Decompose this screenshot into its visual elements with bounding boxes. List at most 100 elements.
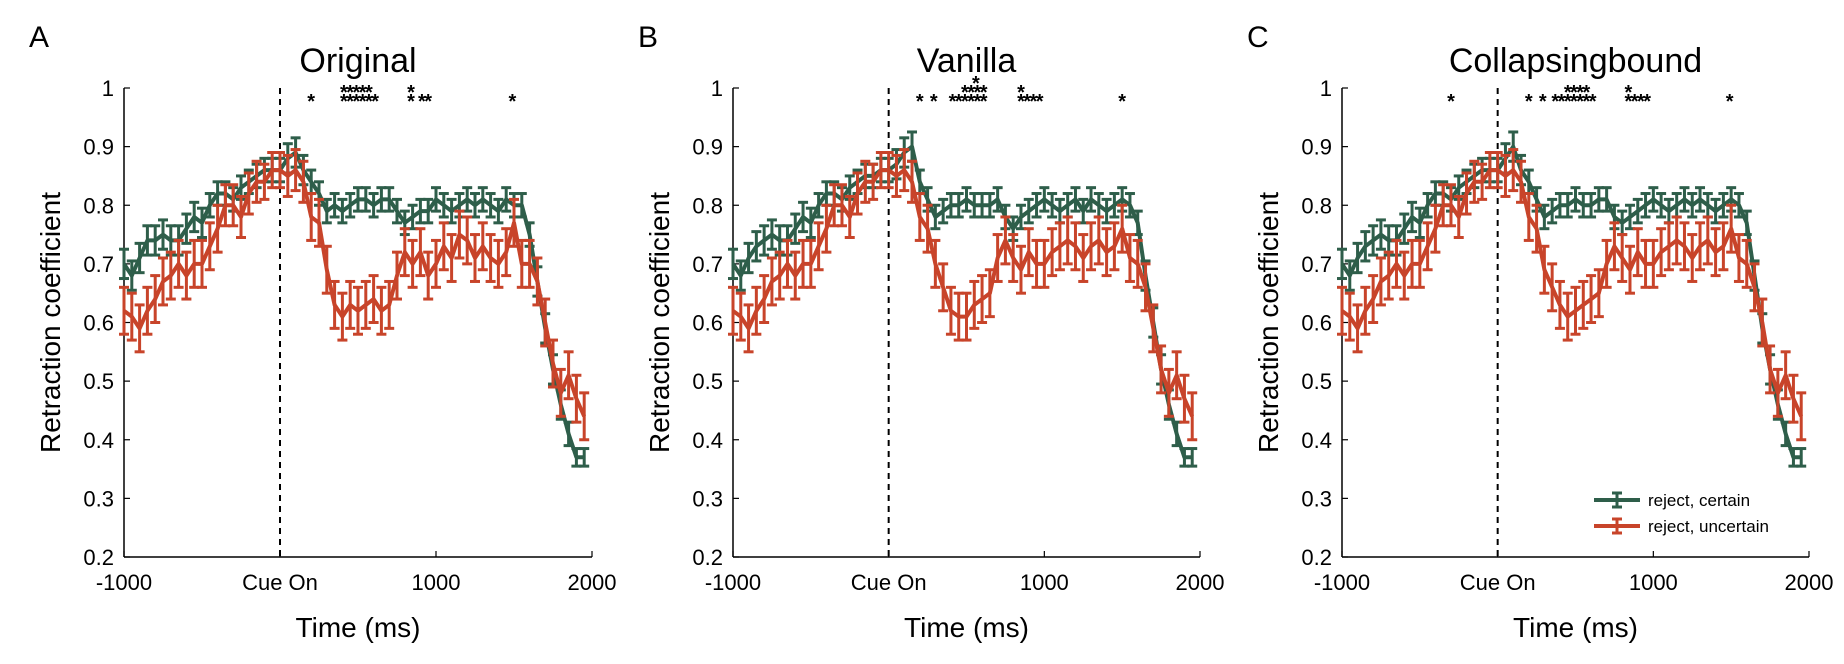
panel-a: A Original 0.2 0.3 0.4 0.5 0.6 0.7 0.8 0.9 1 -1000 C… xyxy=(29,21,616,643)
series-line xyxy=(731,144,1193,460)
x-tick-label: 2000 xyxy=(1176,570,1225,595)
significance-star: * xyxy=(307,91,315,113)
significance-star: * xyxy=(1582,91,1590,113)
significance-star: * xyxy=(955,91,963,113)
significance-star: * xyxy=(973,82,981,104)
series-line xyxy=(731,168,1195,418)
significance-star: * xyxy=(365,91,373,113)
x-tick-label: 1000 xyxy=(1020,570,1069,595)
series-certain xyxy=(1337,130,1807,468)
significance-star: * xyxy=(1637,91,1645,113)
significance-star: * xyxy=(980,82,988,104)
x-tick-label: 2000 xyxy=(1785,570,1834,595)
chart-title: Vanilla xyxy=(917,42,1017,80)
y-tick-label: 0.2 xyxy=(83,545,114,570)
x-axis-label: Time (ms) xyxy=(904,612,1029,643)
significance-star: * xyxy=(967,82,975,104)
y-tick-label: 0.6 xyxy=(83,311,114,336)
x-tick-label: 1000 xyxy=(412,570,461,595)
y-tick-label: 0.2 xyxy=(692,545,723,570)
significance-star: * xyxy=(930,91,938,113)
x-axis-label: Time (ms) xyxy=(296,612,421,643)
y-tick-label: 0.4 xyxy=(1301,428,1332,453)
significance-star: * xyxy=(1551,91,1559,113)
significance-star: * xyxy=(1036,91,1044,113)
x-tick-label: Cue On xyxy=(242,570,318,595)
panel-c: C Collapsingbound 0.2 0.3 0.4 0.5 0.6 0.7 0.8 0.9… xyxy=(1247,21,1833,643)
significance-star: * xyxy=(1643,91,1651,113)
y-tick-label: 0.9 xyxy=(692,135,723,160)
panel-label: B xyxy=(638,21,658,54)
significance-star: * xyxy=(1582,82,1590,104)
y-tick-label: 0.4 xyxy=(83,428,114,453)
y-tick-label: 0.3 xyxy=(692,486,723,511)
y-tick-label: 0.4 xyxy=(692,428,723,453)
significance-star: * xyxy=(1564,91,1572,113)
x-tick-label: Cue On xyxy=(851,570,927,595)
significance-star: * xyxy=(949,91,957,113)
significance-star: * xyxy=(961,82,969,104)
significance-star: * xyxy=(1576,82,1584,104)
significance-star: * xyxy=(1625,82,1633,104)
significance-star: * xyxy=(418,91,426,113)
significance-star: * xyxy=(509,91,517,113)
y-tick-label: 0.3 xyxy=(83,486,114,511)
significance-star: * xyxy=(1564,82,1572,104)
chart-title: Original xyxy=(299,42,416,80)
significance-star: * xyxy=(346,82,354,104)
significance-star: * xyxy=(1023,91,1031,113)
significance-star: * xyxy=(1570,91,1578,113)
significance-star: * xyxy=(353,82,361,104)
y-tick-label: 0.7 xyxy=(83,252,114,277)
x-tick-label: 2000 xyxy=(568,570,617,595)
panel-label: A xyxy=(29,21,49,54)
y-tick-label: 0.3 xyxy=(1301,486,1332,511)
significance-star: * xyxy=(346,91,354,113)
y-tick-label: 0.8 xyxy=(1301,193,1332,218)
significance-star: * xyxy=(1631,91,1639,113)
y-tick-label: 0.6 xyxy=(692,311,723,336)
significance-star: * xyxy=(1118,91,1126,113)
significance-star: * xyxy=(424,91,432,113)
significance-star: * xyxy=(1030,91,1038,113)
significance-star: * xyxy=(980,91,988,113)
y-tick-label: 0.5 xyxy=(1301,369,1332,394)
y-tick-label: 1 xyxy=(1320,76,1332,101)
y-tick-label: 0.6 xyxy=(1301,311,1332,336)
y-axis-label: Retraction coefficient xyxy=(644,192,675,453)
y-tick-label: 0.7 xyxy=(1301,252,1332,277)
series-line xyxy=(122,168,587,418)
y-axis-label: Retraction coefficient xyxy=(1253,192,1284,453)
series-uncertain xyxy=(1337,148,1807,442)
y-tick-label: 0.9 xyxy=(83,135,114,160)
significance-star: * xyxy=(973,91,981,113)
legend-item: reject, certain xyxy=(1594,491,1750,510)
significance-star: * xyxy=(340,82,348,104)
significance-star: * xyxy=(359,91,367,113)
series-uncertain xyxy=(728,148,1198,442)
significance-star: * xyxy=(1625,91,1633,113)
x-axis-label: Time (ms) xyxy=(1513,612,1638,643)
x-tick-label: -1000 xyxy=(1314,570,1370,595)
y-axis-label: Retraction coefficient xyxy=(35,192,66,453)
panel-b: B Vanilla 0.2 0.3 0.4 0.5 0.6 0.7 0.8 0.9 1 -1000 Cu… xyxy=(638,21,1224,643)
significance-star: * xyxy=(1576,91,1584,113)
significance-star: * xyxy=(1525,91,1533,113)
significance-star: * xyxy=(371,91,379,113)
significance-star: * xyxy=(1589,91,1597,113)
legend-label: reject, certain xyxy=(1648,491,1750,510)
significance-star: * xyxy=(359,82,367,104)
significance-star: * xyxy=(1017,82,1025,104)
significance-star: * xyxy=(972,73,980,95)
panel-label: C xyxy=(1247,21,1269,54)
chart-title: Collapsingbound xyxy=(1449,42,1702,80)
y-tick-label: 0.9 xyxy=(1301,135,1332,160)
significance-star: * xyxy=(1017,91,1025,113)
y-tick-label: 0.5 xyxy=(692,369,723,394)
series-line xyxy=(1340,168,1804,418)
x-tick-label: -1000 xyxy=(705,570,761,595)
significance-star: * xyxy=(1447,91,1455,113)
significance-star: * xyxy=(353,91,361,113)
significance-star: * xyxy=(1570,82,1578,104)
